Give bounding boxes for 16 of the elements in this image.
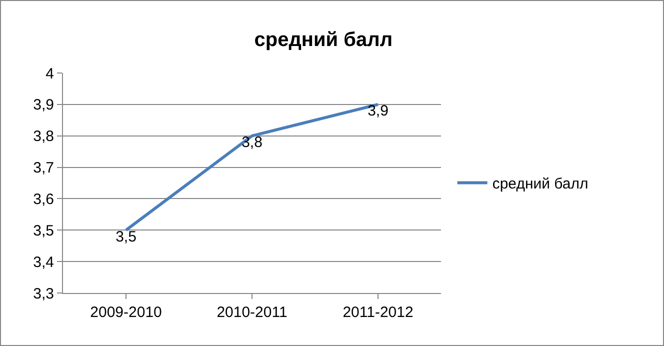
y-tick-label: 3,7	[33, 160, 54, 177]
data-label: 3,9	[368, 102, 388, 120]
x-tick-label: 2010-2011	[216, 304, 288, 321]
data-label: 3,8	[242, 134, 262, 152]
chart-title: средний балл	[254, 28, 393, 51]
y-tick-label: 3,3	[33, 285, 54, 302]
y-tick-label: 3,5	[33, 222, 54, 240]
data-label: 3,5	[116, 228, 136, 246]
x-tick-label: 2011-2012	[342, 304, 414, 321]
y-tick-label: 3,6	[33, 190, 54, 208]
y-tick-label: 3,9	[33, 96, 54, 114]
y-tick-label: 3,4	[33, 254, 54, 271]
x-tick-label: 2009-2010	[90, 304, 162, 321]
legend-label: средний балл	[492, 176, 588, 193]
y-tick-label: 3,8	[33, 128, 54, 146]
y-tick-label: 4	[46, 65, 54, 82]
